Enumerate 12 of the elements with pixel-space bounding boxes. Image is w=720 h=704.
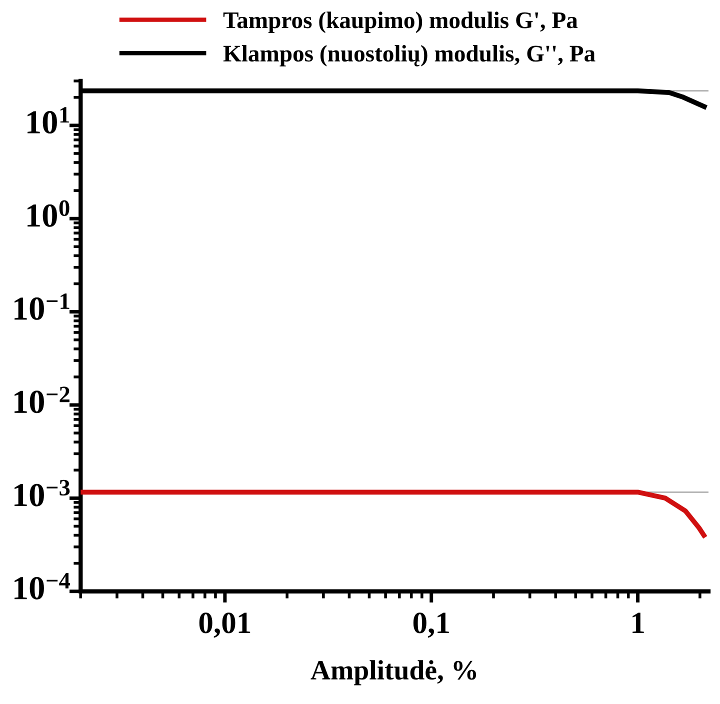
y-tick-label: 10$^{−3}$: [14, 480, 70, 506]
y-tick-label: 10$^{−2}$: [14, 386, 70, 414]
y-tick-label: 10$^{−1}$: [14, 293, 70, 320]
x-axis-title: Amplitudė, %: [310, 660, 476, 686]
y-tick-label: 10$^{1}$: [28, 107, 69, 134]
y-tick-label: 10$^{0}$: [28, 200, 70, 227]
y-tick-label: 10$^{−4}$: [14, 573, 70, 600]
x-tick-label: 0,01: [199, 612, 250, 638]
legend-label: Tampros (kaupimo) modulis G', Pa: [223, 12, 578, 34]
x-tick-label: 0,1: [413, 612, 449, 638]
legend-label: Klampos (nuostolių) modulis, G'', Pa: [223, 45, 596, 66]
x-tick-label: 1: [632, 612, 644, 633]
